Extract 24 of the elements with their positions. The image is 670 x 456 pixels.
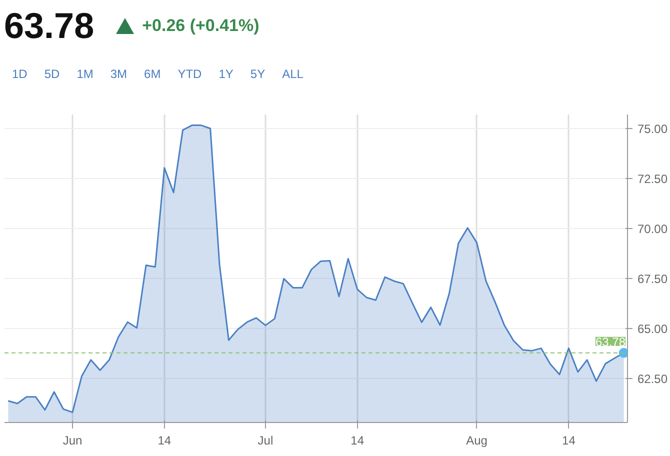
x-tick-label: 14	[562, 434, 576, 448]
ref-line-label: 63.78	[595, 334, 626, 349]
y-tick-label: 67.50	[638, 272, 668, 286]
chart-subtitle: +0.26 (+0.41%)	[142, 14, 260, 37]
text: YTD	[176, 66, 203, 83]
x-tick-label: Jun	[62, 434, 82, 448]
text: 1D	[11, 66, 28, 83]
text: 3M	[109, 66, 128, 83]
y-tick-label: 75.00	[638, 122, 668, 136]
x-tick-label: 14	[350, 434, 364, 448]
text: 1Y	[218, 66, 234, 83]
x-tick-label: Aug	[466, 434, 488, 448]
text: 5D	[43, 66, 61, 83]
x-tick-label: Jul	[258, 434, 274, 448]
text: 6M	[143, 66, 162, 83]
y-tick-label: 65.00	[638, 322, 668, 336]
text: 1M	[76, 66, 94, 83]
text: ALL	[281, 66, 304, 83]
y-tick-label: 62.50	[638, 372, 668, 386]
text: 5Y	[249, 66, 266, 83]
chart-title: 63.78	[4, 4, 94, 48]
y-tick-label: 70.00	[638, 222, 668, 236]
y-tick-label: 72.50	[638, 172, 668, 186]
x-tick-label: 14	[158, 434, 172, 448]
